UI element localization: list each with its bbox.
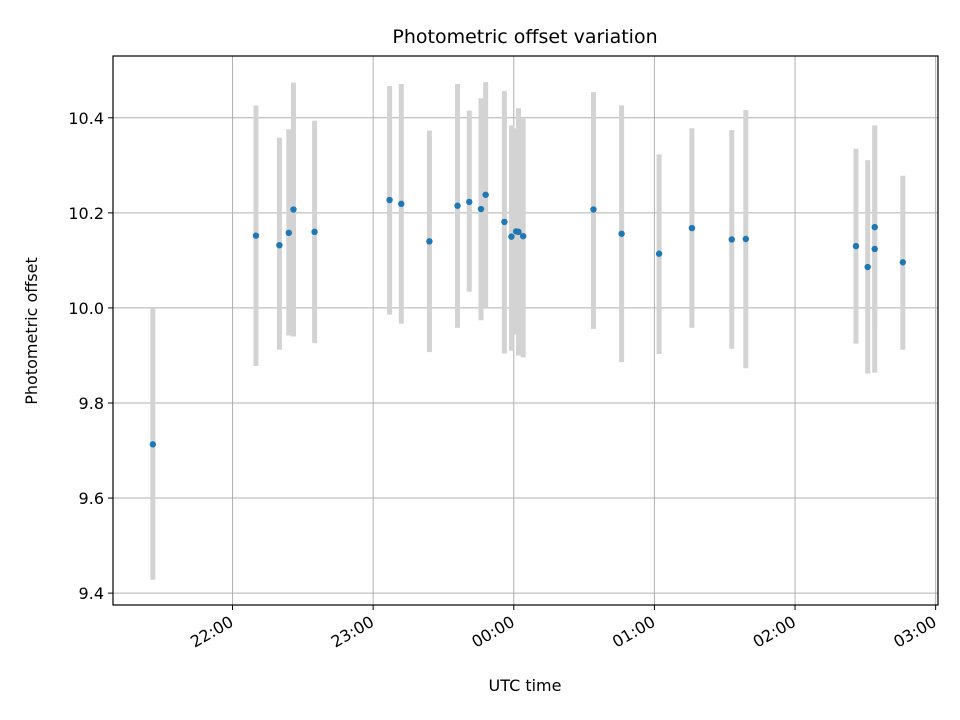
data-point xyxy=(285,229,292,237)
data-point xyxy=(482,191,489,198)
data-point xyxy=(871,223,878,231)
data-point xyxy=(728,236,735,243)
x-tick-label: 02:00 xyxy=(750,612,799,652)
data-point xyxy=(519,232,527,240)
data-point xyxy=(688,224,696,232)
y-tick-label: 9.6 xyxy=(79,489,104,508)
x-tick-label: 22:00 xyxy=(187,612,236,652)
y-axis-title: Photometric offset xyxy=(22,257,41,405)
data-point xyxy=(655,250,663,257)
data-point xyxy=(477,205,485,213)
plot-frame xyxy=(112,55,939,606)
x-tick-label: 01:00 xyxy=(609,612,658,652)
data-point xyxy=(864,263,871,271)
data-point xyxy=(742,235,750,243)
y-tick-label: 10.2 xyxy=(68,204,104,223)
x-tick-label: 23:00 xyxy=(328,612,377,652)
y-tick-label: 10.0 xyxy=(68,299,104,318)
data-point xyxy=(501,218,508,226)
data-point xyxy=(852,242,860,250)
x-tick-label: 03:00 xyxy=(890,612,939,652)
y-tick-label: 9.4 xyxy=(79,584,104,603)
data-point xyxy=(149,441,157,448)
data-point xyxy=(386,196,393,204)
data-point xyxy=(466,198,473,206)
data-point xyxy=(590,206,597,213)
x-tick-label: 00:00 xyxy=(468,612,517,652)
data-point xyxy=(252,232,260,239)
data-point xyxy=(311,228,318,236)
data-point xyxy=(618,230,625,237)
data-point xyxy=(871,245,878,253)
data-point xyxy=(398,200,405,208)
data-point xyxy=(515,228,522,236)
chart-title: Photometric offset variation xyxy=(392,26,657,48)
data-point xyxy=(276,241,283,249)
data-point xyxy=(508,233,515,240)
data-point xyxy=(426,238,433,245)
data-point xyxy=(899,259,907,266)
x-axis-title: UTC time xyxy=(489,676,562,695)
data-points xyxy=(149,191,907,448)
data-point xyxy=(454,202,461,209)
data-point xyxy=(290,206,297,213)
y-tick-label: 9.8 xyxy=(79,394,104,413)
y-tick-label: 10.4 xyxy=(68,109,104,128)
